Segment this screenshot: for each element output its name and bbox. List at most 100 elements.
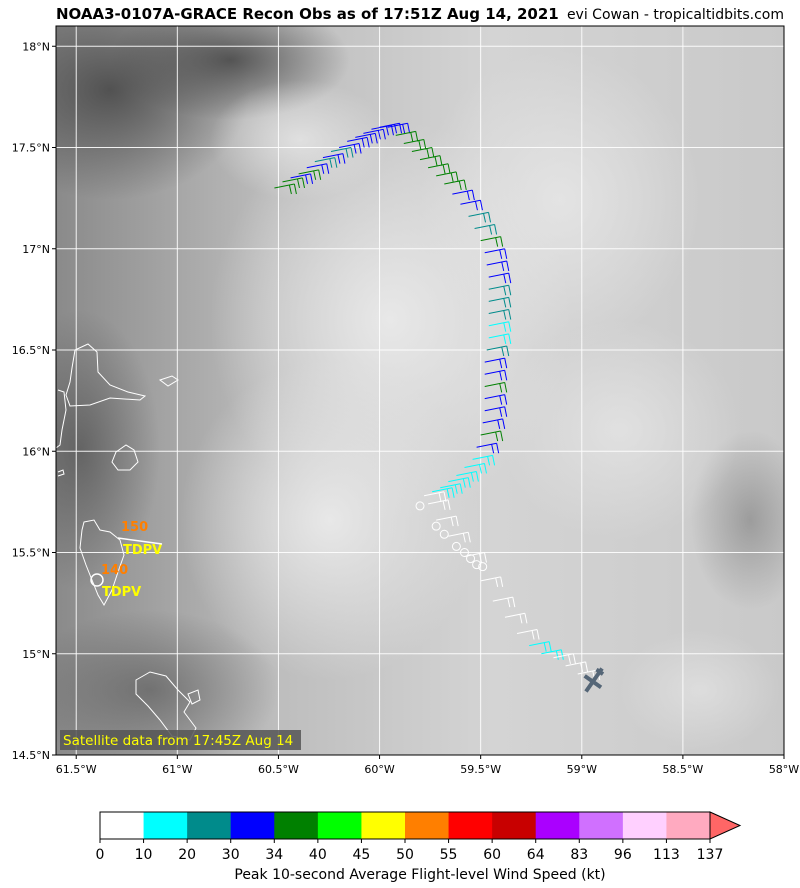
calm-marker — [439, 529, 449, 539]
x-tick-label: 59.5°W — [460, 763, 501, 776]
wind-barb — [436, 171, 459, 182]
wind-barb — [427, 163, 451, 174]
wind-barb — [482, 418, 506, 430]
x-tick-label: 58.5°W — [662, 763, 703, 776]
wind-barb — [488, 296, 512, 308]
colorbar-tick-label: 45 — [352, 847, 371, 863]
colorbar-tick-label: 113 — [653, 847, 680, 863]
colorbar-tick-label: 96 — [613, 847, 632, 863]
colorbar-segment — [535, 812, 580, 839]
wind-barb — [448, 531, 471, 543]
colorbar-segment — [666, 812, 711, 839]
colorbar-tick-label: 0 — [95, 847, 105, 863]
wind-barb — [456, 471, 479, 482]
colorbar-segment — [448, 812, 493, 839]
colorbar-tick-label: 34 — [265, 847, 284, 863]
sfmr-label-2: 140 — [101, 563, 128, 578]
wind-barb — [486, 345, 510, 357]
wind-barb — [474, 224, 498, 235]
wind-barb — [488, 272, 512, 284]
colorbar-tick-label: 50 — [396, 847, 414, 863]
sfmr-tag-1: TDPV — [123, 543, 162, 558]
wind-barb — [432, 487, 455, 498]
y-tick-label: 15°N — [22, 648, 50, 661]
colorbar-segment — [187, 812, 232, 839]
wind-barb — [480, 576, 504, 587]
wind-barb — [411, 147, 435, 158]
wind-barbs — [274, 122, 601, 681]
wind-barb — [480, 430, 504, 442]
sfmr-markers — [415, 501, 488, 572]
wind-barb — [322, 153, 346, 164]
y-tick-label: 17.5°N — [12, 142, 50, 155]
wind-barb — [403, 138, 427, 150]
calm-marker — [415, 501, 425, 511]
y-tick-label: 15.5°N — [12, 547, 50, 560]
map-title: NOAA3-0107A-GRACE Recon Obs as of 17:51Z… — [56, 5, 559, 23]
wind-barb — [363, 128, 386, 140]
satellite-note-box — [60, 730, 301, 750]
wind-barb — [452, 189, 475, 201]
colorbar-segment — [317, 812, 362, 839]
colorbar-tick-label: 60 — [483, 847, 502, 863]
wind-barb — [488, 321, 512, 332]
calm-marker — [466, 554, 476, 564]
calm-marker — [451, 541, 461, 551]
colorbar-title: Peak 10-second Average Flight-level Wind… — [234, 867, 606, 883]
wind-barb — [484, 357, 508, 369]
colorbar-segment — [100, 812, 145, 839]
colorbar-tick-label: 30 — [221, 847, 240, 863]
wind-barb — [436, 515, 459, 527]
colorbar-tick-label: 20 — [178, 847, 197, 863]
wind-barb — [427, 499, 451, 511]
colorbar-segment — [274, 812, 319, 839]
wind-barb — [330, 147, 354, 158]
calm-marker — [431, 521, 441, 531]
colorbar-tick-label: 55 — [439, 847, 458, 863]
wind-barb — [444, 179, 467, 191]
map-frame — [55, 25, 785, 756]
wind-barb — [529, 641, 552, 652]
wind-barb — [347, 136, 370, 148]
y-tick-label: 16°N — [22, 445, 50, 458]
wind-barb — [516, 629, 540, 640]
wind-barb — [274, 183, 297, 195]
wind-barb — [314, 157, 338, 168]
wind-barb — [387, 122, 411, 134]
wind-barb — [504, 612, 528, 624]
wind-barb — [565, 661, 589, 673]
wind-barb — [298, 169, 322, 180]
wind-barb — [464, 462, 487, 474]
aircraft-icon — [583, 667, 605, 693]
x-tick-label: 61°W — [162, 763, 192, 776]
sfmr-tag-2: TDPV — [102, 585, 141, 600]
wind-barb — [395, 130, 419, 142]
wind-barb — [460, 199, 483, 211]
wind-barb — [553, 653, 576, 664]
y-tick-label: 16.5°N — [12, 344, 50, 357]
wind-barb — [541, 649, 564, 660]
wind-barb — [472, 454, 496, 466]
coastlines — [55, 343, 201, 741]
axis-ticks: 61.5°W 61°W 60.5°W 60°W 59.5°W 59°W 58.5°W 58°W… — [12, 40, 800, 776]
wind-barb — [488, 333, 512, 344]
colorbar-tick-label: 40 — [308, 847, 327, 863]
colorbar-segment — [143, 812, 188, 839]
colorbar-segment — [361, 812, 406, 839]
colorbar-segment — [492, 812, 537, 839]
colorbar-segment — [579, 812, 624, 839]
wind-barb — [419, 155, 443, 166]
colorbar-segment — [230, 812, 275, 839]
wind-barb — [488, 284, 512, 296]
x-tick-label: 59°W — [567, 763, 597, 776]
colorbar — [99, 811, 742, 843]
sfmr-label-1: 150 — [121, 520, 148, 535]
colorbar-segment — [622, 812, 667, 839]
wind-barb — [492, 596, 516, 608]
satellite-note: Satellite data from 17:45Z Aug 14 — [63, 733, 293, 749]
wind-barb — [484, 406, 508, 417]
wind-barb — [476, 442, 500, 454]
wind-barb — [480, 236, 504, 247]
wind-barb — [468, 211, 492, 223]
wind-barb — [339, 143, 362, 154]
